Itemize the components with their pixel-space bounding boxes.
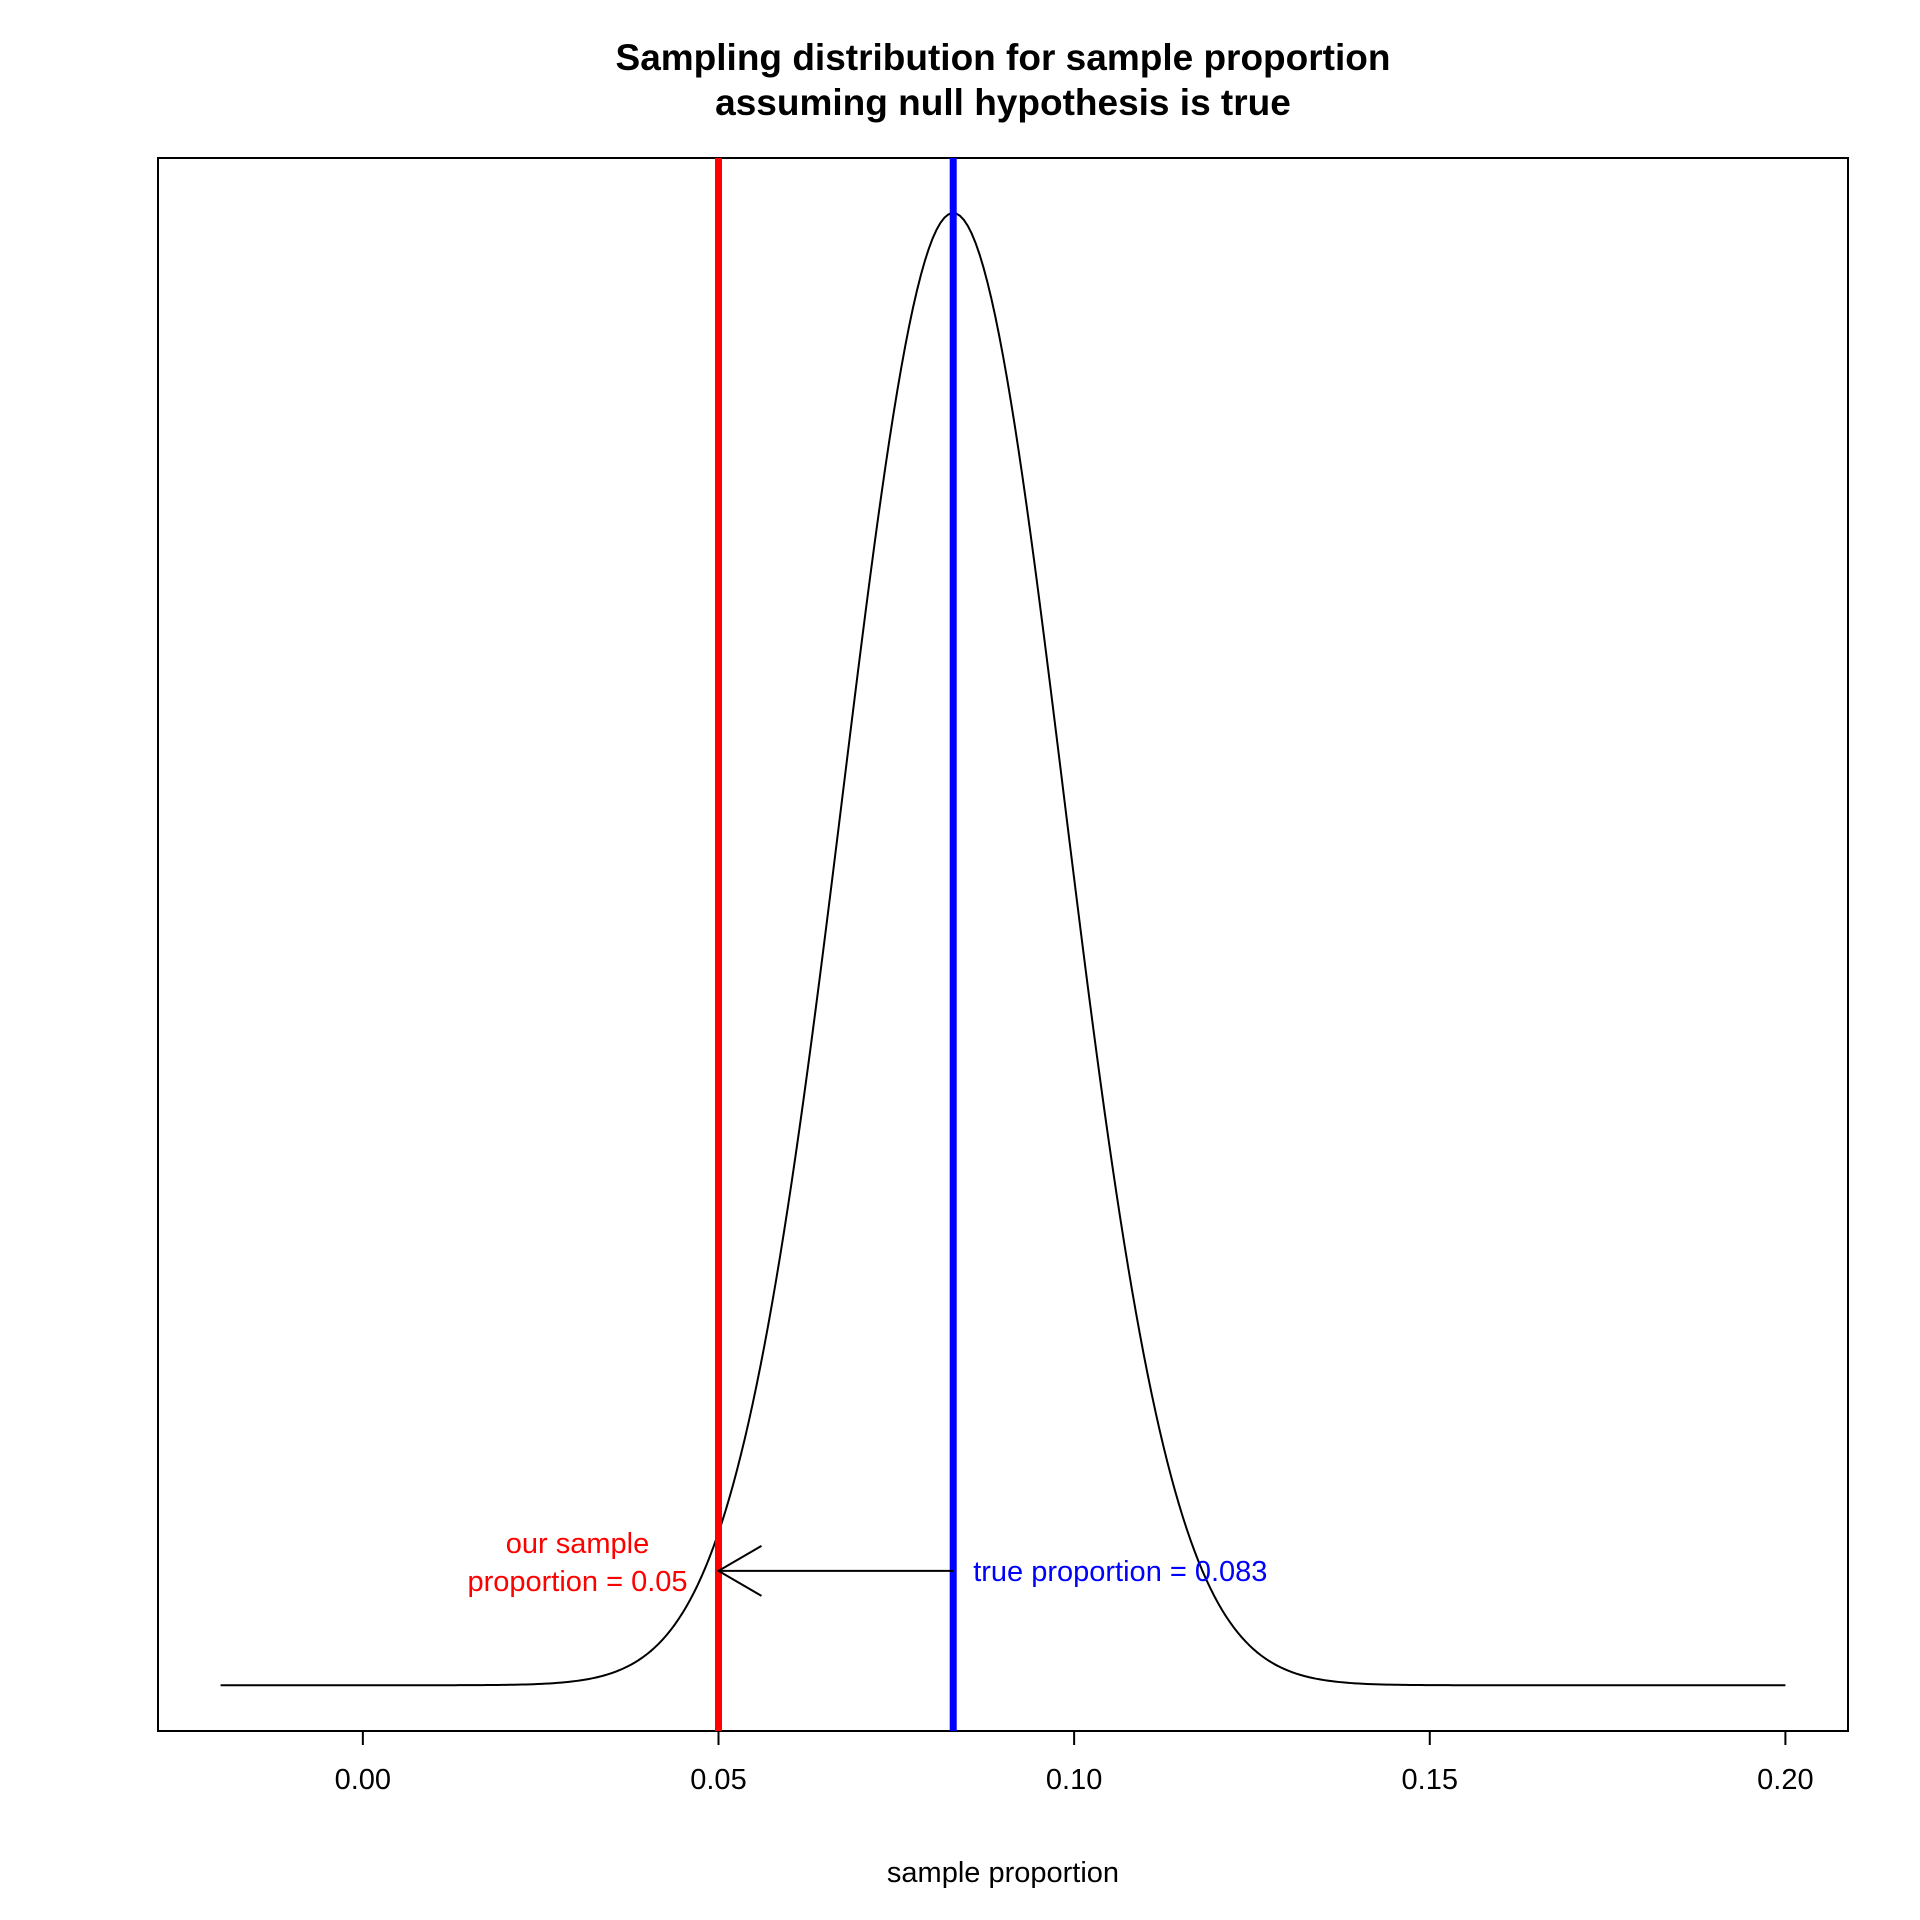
arrow-annotation [716, 1544, 954, 1597]
arrow-head [716, 1544, 762, 1597]
sample-proportion-label: our sample proportion = 0.05 [467, 1528, 687, 1598]
x-tick-label: 0.10 [1046, 1764, 1102, 1796]
chart-title-line-1: Sampling distribution for sample proport… [616, 37, 1391, 78]
plot-frame [157, 157, 1849, 1732]
reference-lines [714, 158, 957, 1731]
x-tick-label: 0.20 [1757, 1764, 1813, 1796]
density-curve [220, 212, 1786, 1687]
annotations: our sample proportion = 0.05 true proporti… [467, 1528, 1267, 1598]
x-tick-label: 0.05 [690, 1764, 746, 1796]
x-axis: 0.00 0.05 0.10 0.15 0.20 [335, 1730, 1814, 1796]
true-proportion-label: true proportion = 0.083 [973, 1556, 1267, 1588]
x-tick-label: 0.15 [1402, 1764, 1458, 1796]
chart-title-line-2: assuming null hypothesis is true [715, 82, 1291, 123]
x-axis-label: sample proportion [887, 1857, 1119, 1889]
x-tick-label: 0.00 [335, 1764, 391, 1796]
